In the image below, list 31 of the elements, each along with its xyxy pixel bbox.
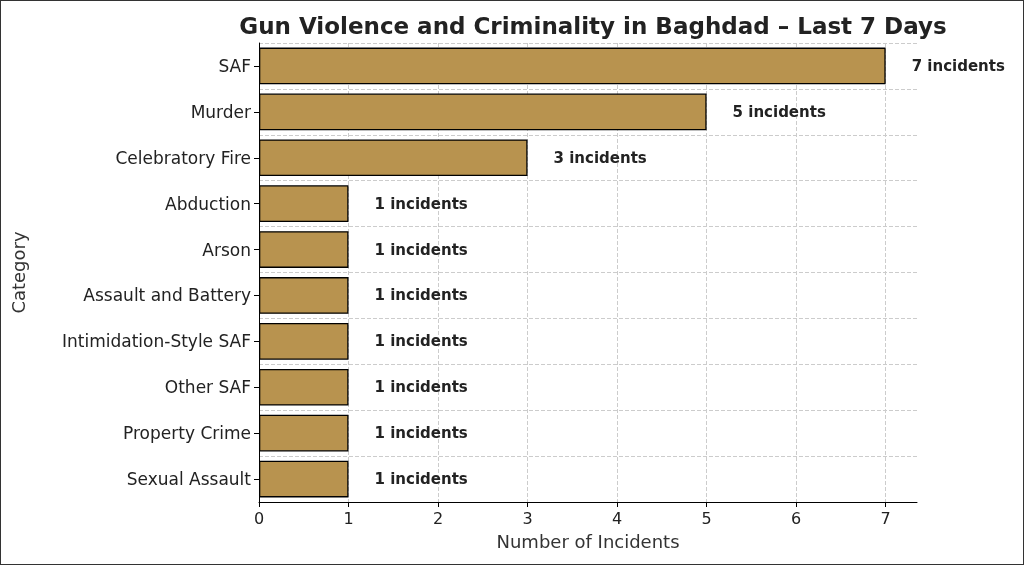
x-axis-title: Number of Incidents [496, 530, 680, 552]
data-label: 1 incidents [374, 240, 468, 259]
x-tick-label: 4 [612, 508, 623, 528]
x-tick-label: 2 [432, 508, 444, 528]
x-tick-label: 6 [791, 508, 802, 528]
x-tick-label: 1 [343, 508, 354, 528]
data-label: 1 incidents [374, 194, 468, 213]
data-label: 1 incidents [374, 470, 468, 489]
y-axis-title: Category [7, 231, 29, 314]
x-tick-label: 7 [880, 508, 891, 528]
data-label: 3 incidents [553, 148, 647, 167]
data-label: 1 incidents [374, 332, 468, 351]
data-label: 1 incidents [374, 424, 468, 443]
x-tick-label: 0 [253, 508, 265, 528]
y-tick-label: Intimidation-Style SAF [62, 331, 251, 352]
data-label: 7 incidents [911, 56, 1005, 75]
y-tick-label: Murder [190, 101, 252, 122]
x-tick-label: 5 [701, 508, 712, 528]
x-tick-label: 3 [522, 508, 533, 528]
data-label: 1 incidents [374, 286, 468, 305]
y-tick-label: Property Crime [123, 423, 251, 444]
y-tick-label: Abduction [165, 193, 251, 214]
y-tick-label: Assault and Battery [83, 285, 251, 306]
y-tick-label: SAF [218, 55, 251, 76]
y-tick-label: Arson [202, 239, 251, 260]
y-tick-label: Other SAF [164, 377, 251, 398]
y-tick-label: Celebratory Fire [115, 147, 251, 168]
data-label: 1 incidents [374, 378, 468, 397]
data-label: 5 incidents [732, 102, 826, 121]
chart-title: Gun Violence and Criminality in Baghdad – Last 7 Days [239, 12, 947, 39]
y-tick-label: Sexual Assault [126, 469, 252, 490]
